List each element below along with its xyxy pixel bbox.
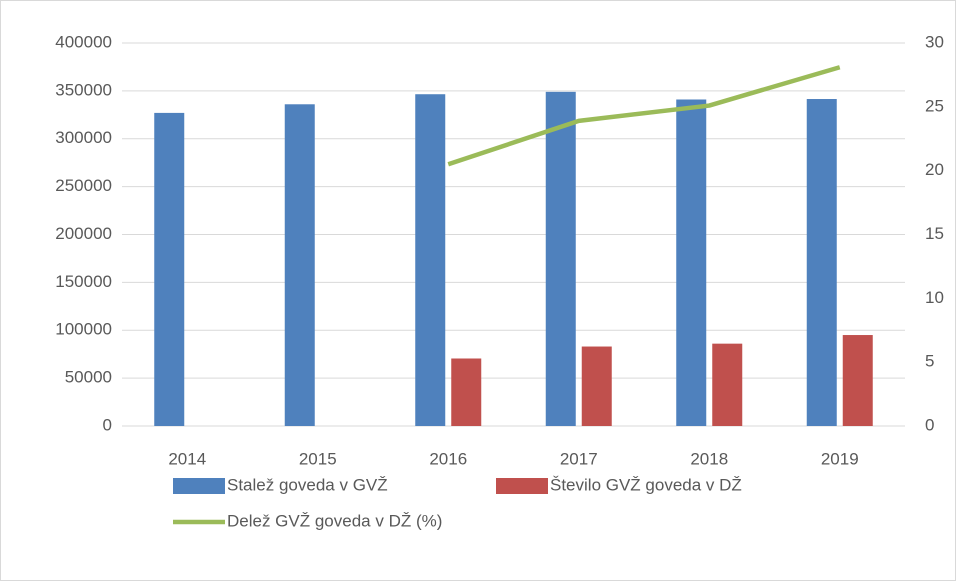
y-tick-label: 150000 xyxy=(55,272,112,291)
y-tick-label: 350000 xyxy=(55,80,112,99)
y2-tick-label: 0 xyxy=(925,415,934,434)
bar xyxy=(451,358,482,426)
x-tick-label: 2019 xyxy=(821,449,859,468)
y-tick-label: 400000 xyxy=(55,32,112,51)
y-tick-label: 50000 xyxy=(65,368,112,387)
legend-swatch xyxy=(173,478,225,494)
legend-label: Število GVŽ goveda v DŽ xyxy=(550,475,742,494)
y2-tick-label: 15 xyxy=(925,224,944,243)
bar xyxy=(284,104,315,426)
x-tick-label: 2016 xyxy=(429,449,467,468)
bar xyxy=(842,335,873,426)
y-tick-label: 100000 xyxy=(55,320,112,339)
bar xyxy=(581,346,612,426)
y2-tick-label: 25 xyxy=(925,96,944,115)
bar xyxy=(154,112,185,427)
x-tick-label: 2018 xyxy=(690,449,728,468)
bar xyxy=(415,94,446,426)
bar xyxy=(676,99,707,427)
bar xyxy=(806,99,837,427)
x-tick-label: 2015 xyxy=(299,449,337,468)
bar xyxy=(545,91,576,427)
y2-tick-label: 20 xyxy=(925,160,944,179)
x-tick-label: 2014 xyxy=(168,449,206,468)
y-tick-label: 0 xyxy=(103,415,112,434)
legend-swatch xyxy=(496,478,548,494)
y-tick-label: 300000 xyxy=(55,128,112,147)
legend-label: Delež GVŽ goveda v DŽ (%) xyxy=(227,511,442,530)
legend-label: Stalež goveda v GVŽ xyxy=(227,475,388,494)
bar xyxy=(712,343,743,426)
x-tick-label: 2017 xyxy=(560,449,598,468)
y2-tick-label: 5 xyxy=(925,352,934,371)
y2-tick-label: 10 xyxy=(925,288,944,307)
line xyxy=(447,65,841,167)
y-tick-label: 200000 xyxy=(55,224,112,243)
y-tick-label: 250000 xyxy=(55,176,112,195)
y2-tick-label: 30 xyxy=(925,32,944,51)
